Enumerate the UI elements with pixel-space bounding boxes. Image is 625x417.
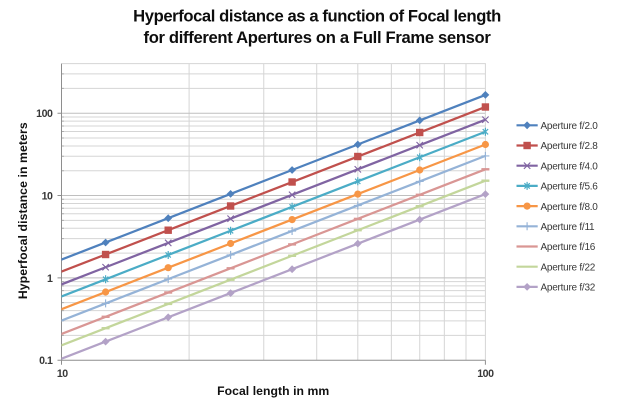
svg-text:Aperture f/22: Aperture f/22 — [541, 262, 596, 273]
svg-text:Aperture f/2.8: Aperture f/2.8 — [541, 141, 599, 152]
svg-text:0.1: 0.1 — [39, 355, 53, 367]
svg-text:for different Apertures on a F: for different Apertures on a Full Frame … — [143, 28, 491, 47]
svg-text:10: 10 — [42, 190, 53, 202]
svg-text:Hyperfocal distance in meters: Hyperfocal distance in meters — [16, 122, 30, 299]
svg-text:Focal length in mm: Focal length in mm — [217, 384, 329, 398]
svg-text:Aperture f/32: Aperture f/32 — [541, 283, 596, 294]
svg-text:10: 10 — [57, 368, 68, 380]
svg-text:1: 1 — [47, 273, 53, 285]
svg-text:100: 100 — [36, 108, 53, 120]
svg-text:Aperture f/5.6: Aperture f/5.6 — [541, 182, 599, 193]
svg-text:Aperture f/2.0: Aperture f/2.0 — [541, 121, 599, 132]
svg-text:100: 100 — [477, 368, 494, 380]
svg-text:Aperture f/4.0: Aperture f/4.0 — [541, 161, 599, 172]
svg-text:Aperture f/16: Aperture f/16 — [541, 242, 596, 253]
svg-text:Aperture f/8.0: Aperture f/8.0 — [541, 202, 599, 213]
svg-text:Hyperfocal distance as a funct: Hyperfocal distance as a function of Foc… — [133, 7, 501, 26]
svg-text:Aperture f/11: Aperture f/11 — [541, 222, 596, 233]
